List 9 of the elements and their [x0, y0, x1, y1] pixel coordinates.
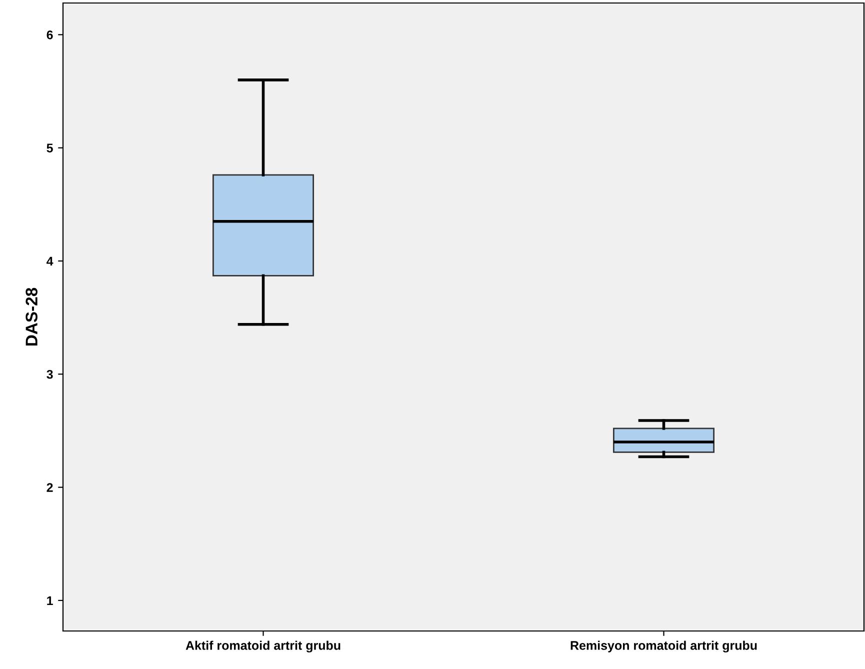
- y-tick-label: 2: [46, 483, 53, 492]
- y-tick-label: 4: [46, 256, 54, 266]
- y-tick-label: 1: [47, 596, 53, 605]
- y-tick-label: 5: [46, 144, 53, 152]
- y-tick-label: 3: [46, 370, 53, 379]
- x-tick-label: Aktif romatoid artrit grubu: [186, 640, 340, 652]
- y-tick-label: 6: [46, 30, 53, 40]
- y-axis-title: DAS-28: [26, 288, 38, 346]
- x-tick-label: Remisyon romatoid artrit grubu: [570, 640, 757, 652]
